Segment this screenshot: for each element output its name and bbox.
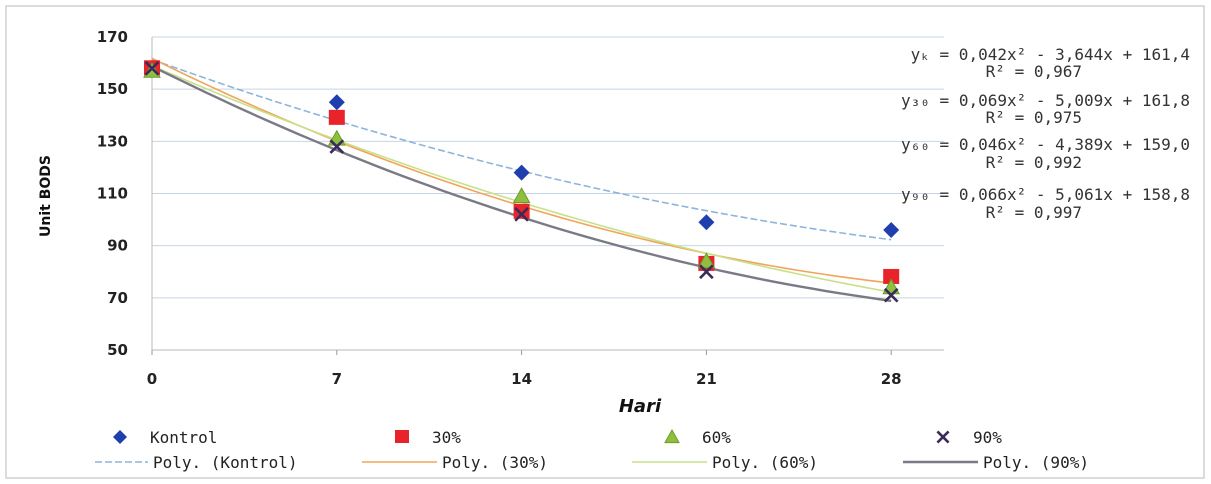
x-axis-title: Hari <box>619 396 662 417</box>
legend-label: 90% <box>973 428 1002 447</box>
point-kontrol <box>328 94 345 111</box>
point-60pct <box>697 252 716 269</box>
y-tick-label: 70 <box>107 289 128 307</box>
point-kontrol <box>883 222 900 239</box>
trend-equation: yₖ = 0,042x² - 3,644x + 161,4 <box>911 45 1190 64</box>
point-90pct-stroke <box>699 264 714 280</box>
y-tick-label: 170 <box>97 28 128 46</box>
legend-trend-label: Poly. (90%) <box>983 453 1089 472</box>
x-tick-label: 14 <box>511 370 532 388</box>
point-90pct <box>144 60 160 76</box>
point-90pct <box>514 207 529 222</box>
point-90pct <box>699 264 714 280</box>
trend-equation: y₉₀ = 0,066x² - 5,061x + 158,8 <box>901 185 1190 204</box>
x-tick-label: 0 <box>147 370 157 388</box>
trend-r-squared: R² = 0,992 <box>986 153 1082 172</box>
point-90pct-stroke <box>329 139 345 154</box>
legend-marker-stroke <box>936 430 950 444</box>
legend-marker <box>395 430 409 443</box>
y-tick-label: 110 <box>97 185 128 203</box>
legend-trend-label: Poly. (30%) <box>442 453 548 472</box>
point-30pct <box>513 203 530 219</box>
gridlines <box>152 36 944 299</box>
y-tick-label: 150 <box>97 80 128 98</box>
point-60pct <box>512 187 531 204</box>
legend-marker <box>113 430 127 444</box>
x-tick-label: 7 <box>332 370 342 388</box>
y-axis-title: Unit BODS <box>38 155 54 237</box>
trend-equations: yₖ = 0,042x² - 3,644x + 161,4R² = 0,967 y… <box>901 45 1190 222</box>
legend-marker <box>664 428 680 444</box>
legend-trend-label: Poly. (60%) <box>712 453 818 472</box>
point-90pct-stroke <box>883 287 899 303</box>
y-tick-label: 90 <box>107 237 128 255</box>
data-points <box>143 60 901 303</box>
x-tick-label: 21 <box>696 370 717 388</box>
trend-equation: y₃₀ = 0,069x² - 5,009x + 161,8 <box>901 91 1190 110</box>
point-90pct <box>329 139 345 154</box>
point-kontrol <box>513 164 530 181</box>
point-90pct-stroke <box>144 60 160 76</box>
trend-equation: y₆₀ = 0,046x² - 4,389x + 159,0 <box>901 135 1190 154</box>
legend-label: 30% <box>432 428 461 447</box>
point-30pct <box>883 268 900 284</box>
y-tick-label: 50 <box>107 341 128 359</box>
trend-r-squared: R² = 0,997 <box>986 203 1082 222</box>
point-30pct <box>328 109 345 125</box>
trend-r-squared: R² = 0,975 <box>986 108 1082 127</box>
point-kontrol <box>698 214 715 231</box>
point-90pct <box>883 287 899 303</box>
legend-marker <box>936 430 950 444</box>
x-tick-label: 28 <box>881 370 902 388</box>
legend-label: 60% <box>702 428 731 447</box>
x-axis: 0 7 14 21 28 <box>147 349 944 388</box>
point-90pct-stroke <box>514 207 529 222</box>
legend: Kontrol Poly. (Kontrol) 30% Poly. (30%) 60% P… <box>95 428 1089 472</box>
y-tick-label: 130 <box>97 132 128 150</box>
legend-trend-label: Poly. (Kontrol) <box>153 453 298 472</box>
y-axis: 50 70 90 110 130 150 170 <box>97 28 153 359</box>
trend-r-squared: R² = 0,967 <box>986 62 1082 81</box>
legend-label: Kontrol <box>150 428 217 447</box>
